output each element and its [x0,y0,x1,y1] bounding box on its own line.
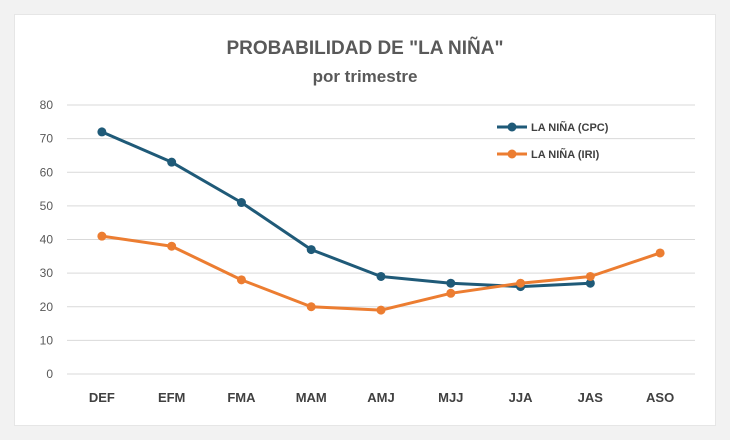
x-tick-label: JJA [509,390,533,405]
series-1-point-AMJ [376,305,386,315]
series-0-point-EFM [167,157,177,167]
chart-card: PROBABILIDAD DE "LA NIÑA" por trimestre … [14,14,716,426]
legend-marker-1 [507,149,517,159]
y-tick-label: 40 [40,233,54,247]
chart-svg: PROBABILIDAD DE "LA NIÑA" por trimestre … [40,37,695,405]
x-tick-label: DEF [89,390,115,405]
series-1-point-DEF [97,231,107,241]
y-tick-label: 80 [40,98,54,112]
y-tick-label: 60 [40,165,54,179]
series-0-point-DEF [97,127,107,137]
legend-marker-0 [507,122,517,132]
chart-subtitle: por trimestre [313,67,418,86]
x-tick-label: JAS [578,390,604,405]
gridlines [67,104,695,375]
series-1-point-JJA [516,278,526,288]
y-tick-label: 30 [40,266,54,280]
series-0-point-AMJ [376,271,386,281]
series-1-point-MAM [306,302,316,312]
series-0-point-FMA [236,198,246,208]
series-layer [97,127,665,315]
x-tick-label: MAM [296,390,327,405]
y-tick-label: 20 [40,300,54,314]
x-tick-label: AMJ [367,390,394,405]
y-tick-label: 0 [46,367,53,381]
legend: LA NIÑA (CPC) LA NIÑA (IRI) [497,121,609,161]
x-tick-label: FMA [227,390,256,405]
legend-label-0: LA NIÑA (CPC) [531,121,609,134]
y-axis-ticks: 0 10 20 30 40 50 60 70 80 [40,98,54,381]
series-0-point-JAS [585,278,595,288]
series-1-point-JAS [585,271,595,281]
x-tick-label: ASO [646,390,674,405]
x-axis-ticks: DEF EFM FMA MAM AMJ MJJ JJA JAS ASO [89,390,674,405]
y-tick-label: 70 [40,132,54,146]
legend-label-1: LA NIÑA (IRI) [531,148,600,161]
x-tick-label: EFM [158,390,185,405]
series-0-point-MJJ [446,278,456,288]
y-tick-label: 50 [40,199,54,213]
series-1-point-ASO [655,248,665,258]
series-1-point-EFM [167,241,177,251]
series-0-point-MAM [306,245,316,255]
chart-title: PROBABILIDAD DE "LA NIÑA" [227,37,504,59]
y-tick-label: 10 [40,333,54,347]
x-tick-label: MJJ [438,390,463,405]
series-1-point-FMA [236,275,246,285]
series-1-point-MJJ [446,288,456,298]
